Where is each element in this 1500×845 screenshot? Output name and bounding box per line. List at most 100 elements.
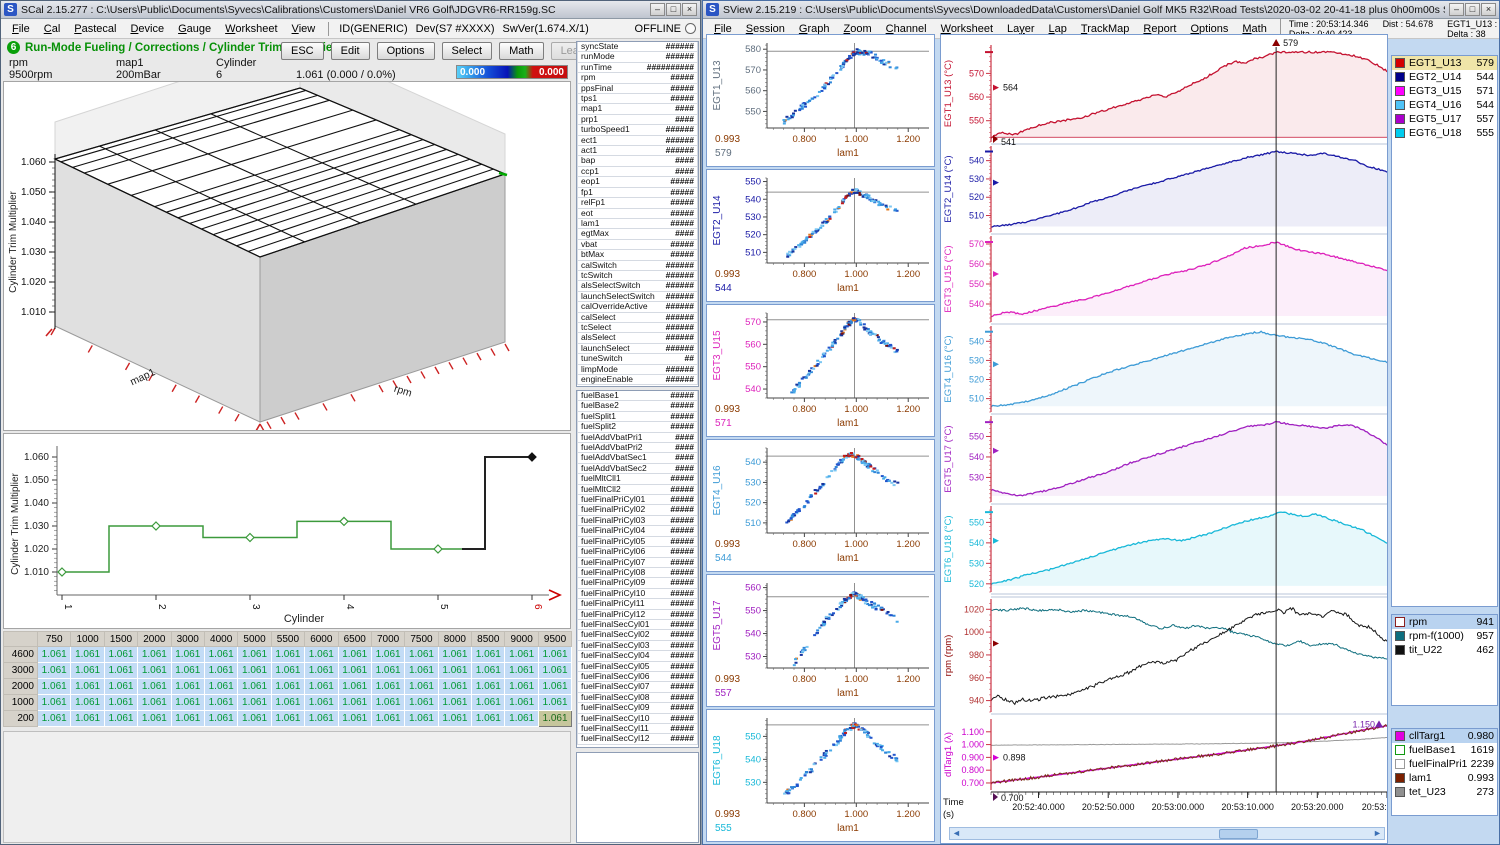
table-cell[interactable]: 1.061 xyxy=(404,678,439,695)
menu-gauge[interactable]: Gauge xyxy=(178,22,212,35)
scatter-egt1_u13[interactable]: 550 560 570 580 0.800 1.000 1.200 lam1 EGT1_U13 0… xyxy=(706,34,935,167)
watch-row[interactable]: fuelSplit2 ##### xyxy=(577,421,698,433)
table-cell[interactable]: 1.061 xyxy=(337,662,372,679)
calibration-table[interactable]: 750 1000 1500 2000 3000 4000 5000 5500 6000 6500 7… xyxy=(3,631,573,727)
legend-row-fuelfinalpri1[interactable]: fuelFinalPri1 2239 xyxy=(1392,757,1497,771)
menu-lap[interactable]: Lap xyxy=(1048,22,1067,35)
scrollbar-thumb[interactable] xyxy=(1219,829,1259,839)
scal-titlebar[interactable]: S SCal 2.15.277 : C:\Users\Public\Docume… xyxy=(1,1,700,19)
table-cell[interactable]: 1.061 xyxy=(36,710,72,727)
table-cell[interactable]: 1.061 xyxy=(103,694,139,711)
watch-row[interactable]: alsSelect ###### xyxy=(577,332,698,344)
cylinder-trim-chart-panel[interactable]: 1.010 1.020 1.030 1.040 1.050 1.060 1 2 3 4 5 6 Cyli… xyxy=(3,433,571,629)
table-cell[interactable]: 1.061 xyxy=(370,678,406,695)
time-series-panel[interactable]: 550 560 570 EGT1_U13 (°C) 510 520 530 540 EGT2_U… xyxy=(940,34,1404,844)
table-cell[interactable]: 1.061 xyxy=(437,710,473,727)
table-cell[interactable]: 1.061 xyxy=(137,678,172,695)
table-cell[interactable]: 1.061 xyxy=(36,694,72,711)
menu-trackmap[interactable]: TrackMap xyxy=(1080,22,1130,35)
watch-row[interactable]: fuelAddVbatPri1 #### xyxy=(577,432,698,444)
scatter-egt3_u15[interactable]: 540 550 560 570 0.800 1.000 1.200 lam1 EGT3_U15 0… xyxy=(706,304,935,437)
watch-row[interactable]: eop1 ##### xyxy=(577,176,698,188)
watch-row[interactable]: fuelAddVbatSec1 #### xyxy=(577,453,698,464)
watch-row[interactable]: fuelFinalPriCyl12 ##### xyxy=(577,609,698,620)
watch-row[interactable]: fuelSplit1 ##### xyxy=(577,411,698,423)
watch-row[interactable]: fuelFinalPriCyl09 ##### xyxy=(577,577,698,589)
watch-row[interactable]: calSwitch ###### xyxy=(577,260,698,271)
table-cell[interactable]: 1.061 xyxy=(471,694,506,711)
watch-row[interactable]: turboSpeed1 ###### xyxy=(577,124,698,136)
table-cell[interactable]: 1.061 xyxy=(137,694,172,711)
watch-row[interactable]: rpm ##### xyxy=(577,72,698,84)
maximize-icon[interactable]: □ xyxy=(666,3,681,16)
watch-row[interactable]: ccp1 #### xyxy=(577,166,698,178)
watch-row[interactable]: act1 ###### xyxy=(577,145,698,157)
legend-row-egt4_u16[interactable]: EGT4_U16 544 xyxy=(1392,98,1497,112)
menu-zoom[interactable]: Zoom xyxy=(843,22,872,35)
watch-row[interactable]: fuelFinalPriCyl05 ##### xyxy=(577,536,698,548)
table-cell[interactable]: 1.061 xyxy=(270,646,306,663)
watch-row[interactable]: fuelFinalSecCyl05 ##### xyxy=(577,661,698,672)
menu-session[interactable]: Session xyxy=(745,22,785,35)
watch-row[interactable]: fuelAddVbatSec2 #### xyxy=(577,463,698,475)
scatter-egt6_u18[interactable]: 530 540 550 0.800 1.000 1.200 lam1 EGT6_U18 0.99… xyxy=(706,709,935,842)
table-cell[interactable]: 1.061 xyxy=(471,646,506,663)
legend-row-egt1_u13[interactable]: EGT1_U13 579 xyxy=(1392,56,1497,70)
table-cell[interactable]: 1.061 xyxy=(270,678,306,695)
menu-pastecal[interactable]: Pastecal xyxy=(74,22,117,35)
minimize-icon[interactable]: – xyxy=(1449,3,1464,16)
table-cell[interactable]: 1.061 xyxy=(537,678,573,695)
table-cell[interactable]: 1.061 xyxy=(404,662,439,679)
table-cell[interactable]: 1.061 xyxy=(70,710,105,727)
scroll-right-icon[interactable]: ► xyxy=(1373,828,1382,838)
legend-egt-panel[interactable]: EGT1_U13 579 EGT2_U14 544 EGT3_U15 571 EGT4_U1… xyxy=(1391,55,1498,607)
legend-row-egt3_u15[interactable]: EGT3_U15 571 xyxy=(1392,84,1497,98)
table-cell[interactable]: 1.061 xyxy=(103,678,139,695)
table-cell[interactable]: 1.061 xyxy=(304,710,339,727)
close-icon[interactable]: × xyxy=(682,3,697,16)
legend-row-clltarg1[interactable]: cllTarg1 0.980 xyxy=(1392,729,1497,743)
time-scrollbar[interactable]: ◄ ► xyxy=(949,827,1385,840)
watch-row[interactable]: fuelFinalSecCyl10 ##### xyxy=(577,713,698,724)
menu-cal[interactable]: Cal xyxy=(43,22,61,35)
table-cell[interactable]: 1.061 xyxy=(537,710,573,727)
watch-row[interactable]: fuelBase2 ##### xyxy=(577,400,698,412)
table-cell[interactable]: 1.061 xyxy=(537,646,573,663)
table-cell[interactable]: 1.061 xyxy=(70,662,105,679)
watch-row[interactable]: eot ##### xyxy=(577,208,698,219)
table-cell[interactable]: 1.061 xyxy=(103,662,139,679)
table-cell[interactable]: 1.061 xyxy=(70,694,105,711)
table-cell[interactable]: 1.061 xyxy=(437,678,473,695)
legend-row-rpm-f(1000)[interactable]: rpm-f(1000) 957 xyxy=(1392,629,1497,643)
legend-row-tet_u23[interactable]: tet_U23 273 xyxy=(1392,785,1497,799)
table-cell[interactable]: 1.061 xyxy=(537,694,573,711)
table-cell[interactable]: 1.061 xyxy=(137,646,172,663)
watch-row[interactable]: launchSelect ###### xyxy=(577,343,698,355)
watch-row[interactable]: map1 #### xyxy=(577,104,698,115)
menu-worksheet[interactable]: Worksheet xyxy=(225,22,278,35)
math-button[interactable]: Math xyxy=(499,42,544,60)
watch-row[interactable]: syncState ###### xyxy=(577,42,698,53)
watch-row[interactable]: fuelFinalSecCyl07 ##### xyxy=(577,681,698,693)
watch-row[interactable]: prp1 #### xyxy=(577,114,698,126)
table-cell[interactable]: 1.061 xyxy=(70,646,105,663)
table-cell[interactable]: 1.061 xyxy=(237,678,272,695)
table-cell[interactable]: 1.061 xyxy=(337,678,372,695)
table-cell[interactable]: 1.061 xyxy=(203,694,239,711)
watch-row[interactable]: ppsFinal ##### xyxy=(577,83,698,95)
watch-row[interactable]: limpMode ###### xyxy=(577,364,698,375)
watch-row[interactable]: tcSelect ###### xyxy=(577,322,698,334)
watch-row[interactable]: fuelFinalSecCyl02 ##### xyxy=(577,629,698,641)
menu-worksheet[interactable]: Worksheet xyxy=(940,22,994,35)
legend-fuel-panel[interactable]: cllTarg1 0.980 fuelBase1 1619 fuelFinalPri1 2… xyxy=(1391,728,1498,816)
watch-row[interactable]: fuelFinalSecCyl06 ##### xyxy=(577,671,698,683)
table-cell[interactable]: 1.061 xyxy=(270,710,306,727)
menu-graph[interactable]: Graph xyxy=(798,22,830,35)
table-cell[interactable]: 1.061 xyxy=(370,646,406,663)
watch-row[interactable]: fuelMltCll1 ##### xyxy=(577,473,698,485)
menu-file[interactable]: File xyxy=(714,22,732,35)
table-cell[interactable]: 1.061 xyxy=(137,662,172,679)
table-cell[interactable]: 1.061 xyxy=(370,662,406,679)
table-cell[interactable]: 1.061 xyxy=(103,646,139,663)
scroll-left-icon[interactable]: ◄ xyxy=(952,828,961,838)
